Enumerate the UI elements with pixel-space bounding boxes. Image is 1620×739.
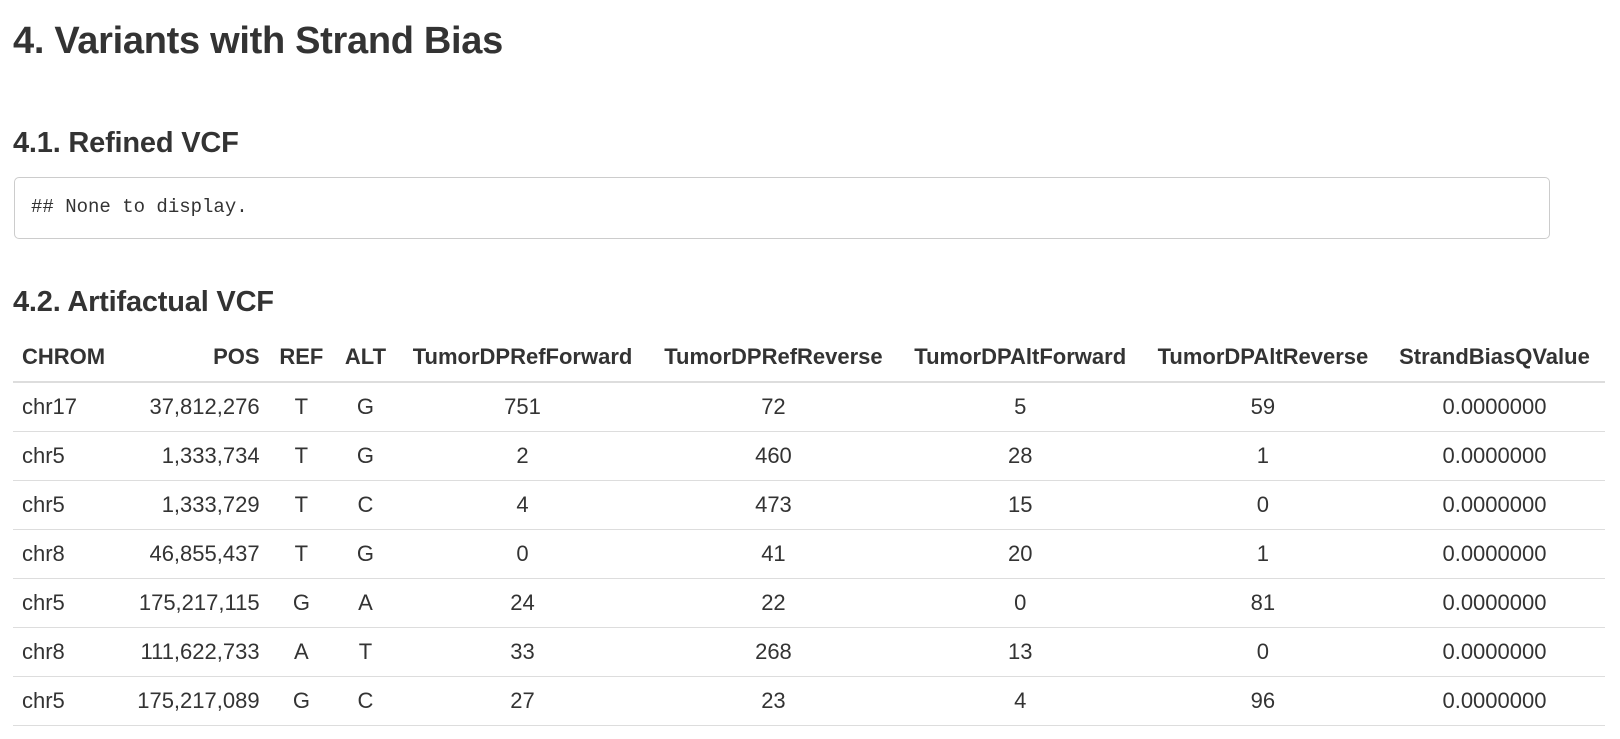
cell-alt-forward: 15: [898, 480, 1142, 530]
column-header-alt-reverse: TumorDPAltReverse: [1141, 333, 1384, 383]
table-row: chr17 37,812,276 T G 751 72 5 59 0.00000…: [13, 382, 1605, 432]
cell-alt-reverse: 1: [1141, 529, 1384, 579]
cell-ref: T: [268, 382, 335, 432]
cell-pos: 175,217,089: [120, 676, 269, 726]
cell-alt: G: [334, 382, 397, 432]
column-header-pos: POS: [120, 333, 269, 383]
column-header-ref-reverse: TumorDPRefReverse: [648, 333, 899, 383]
artifactual-vcf-heading: 4.2. Artifactual VCF: [13, 286, 274, 318]
cell-pos: 111,622,733: [120, 627, 269, 677]
cell-alt: G: [334, 431, 397, 481]
cell-alt-forward: 5: [898, 382, 1142, 432]
cell-alt-forward: 20: [898, 529, 1142, 579]
cell-strand-bias-qvalue: 0.0000000: [1383, 578, 1605, 628]
cell-ref-reverse: 460: [648, 431, 899, 481]
cell-alt-reverse: 0: [1141, 627, 1384, 677]
cell-alt: A: [334, 578, 397, 628]
cell-ref-forward: 33: [396, 627, 649, 677]
cell-ref-forward: 0: [396, 529, 649, 579]
cell-strand-bias-qvalue: 0.0000000: [1383, 627, 1605, 677]
cell-ref-reverse: 41: [648, 529, 899, 579]
cell-alt-reverse: 1: [1141, 431, 1384, 481]
cell-alt-reverse: 96: [1141, 676, 1384, 726]
column-header-alt-forward: TumorDPAltForward: [898, 333, 1142, 383]
cell-ref-reverse: 23: [648, 676, 899, 726]
artifactual-vcf-table: CHROM POS REF ALT TumorDPRefForward Tumo…: [13, 333, 1605, 726]
cell-ref: T: [268, 431, 335, 481]
cell-ref-reverse: 473: [648, 480, 899, 530]
cell-alt: C: [334, 480, 397, 530]
cell-alt: G: [334, 529, 397, 579]
cell-chrom: chr5: [13, 480, 121, 530]
cell-alt-forward: 28: [898, 431, 1142, 481]
table-row: chr5 1,333,734 T G 2 460 28 1 0.0000000: [13, 431, 1605, 481]
table-row: chr5 175,217,089 G C 27 23 4 96 0.000000…: [13, 676, 1605, 726]
cell-alt-reverse: 81: [1141, 578, 1384, 628]
cell-strand-bias-qvalue: 0.0000000: [1383, 431, 1605, 481]
table-row: chr5 175,217,115 G A 24 22 0 81 0.000000…: [13, 578, 1605, 628]
refined-vcf-heading: 4.1. Refined VCF: [13, 127, 239, 159]
cell-alt: C: [334, 676, 397, 726]
cell-alt-reverse: 0: [1141, 480, 1384, 530]
cell-chrom: chr17: [13, 382, 121, 432]
table-row: chr8 46,855,437 T G 0 41 20 1 0.0000000: [13, 529, 1605, 579]
cell-ref: T: [268, 480, 335, 530]
cell-chrom: chr5: [13, 431, 121, 481]
cell-pos: 175,217,115: [120, 578, 269, 628]
cell-ref-forward: 2: [396, 431, 649, 481]
cell-strand-bias-qvalue: 0.0000000: [1383, 480, 1605, 530]
cell-ref-reverse: 268: [648, 627, 899, 677]
column-header-ref: REF: [268, 333, 335, 383]
column-header-alt: ALT: [334, 333, 397, 383]
cell-ref-forward: 4: [396, 480, 649, 530]
cell-alt-forward: 13: [898, 627, 1142, 677]
table-header-row: CHROM POS REF ALT TumorDPRefForward Tumo…: [13, 333, 1605, 383]
cell-ref-reverse: 72: [648, 382, 899, 432]
cell-ref-forward: 24: [396, 578, 649, 628]
cell-ref: T: [268, 529, 335, 579]
cell-strand-bias-qvalue: 0.0000000: [1383, 382, 1605, 432]
cell-alt-forward: 4: [898, 676, 1142, 726]
table-row: chr8 111,622,733 A T 33 268 13 0 0.00000…: [13, 627, 1605, 677]
cell-ref-reverse: 22: [648, 578, 899, 628]
table-row: chr5 1,333,729 T C 4 473 15 0 0.0000000: [13, 480, 1605, 530]
cell-pos: 46,855,437: [120, 529, 269, 579]
cell-chrom: chr8: [13, 627, 121, 677]
cell-ref: A: [268, 627, 335, 677]
cell-ref-forward: 751: [396, 382, 649, 432]
cell-ref: G: [268, 676, 335, 726]
section-title: 4. Variants with Strand Bias: [13, 20, 503, 62]
column-header-chrom: CHROM: [13, 333, 121, 383]
cell-chrom: chr8: [13, 529, 121, 579]
cell-chrom: chr5: [13, 676, 121, 726]
cell-alt-forward: 0: [898, 578, 1142, 628]
cell-strand-bias-qvalue: 0.0000000: [1383, 676, 1605, 726]
cell-ref-forward: 27: [396, 676, 649, 726]
cell-pos: 37,812,276: [120, 382, 269, 432]
refined-vcf-output: ## None to display.: [14, 177, 1550, 239]
cell-alt-reverse: 59: [1141, 382, 1384, 432]
cell-pos: 1,333,734: [120, 431, 269, 481]
cell-chrom: chr5: [13, 578, 121, 628]
cell-alt: T: [334, 627, 397, 677]
cell-strand-bias-qvalue: 0.0000000: [1383, 529, 1605, 579]
cell-ref: G: [268, 578, 335, 628]
cell-pos: 1,333,729: [120, 480, 269, 530]
column-header-strand-bias-qvalue: StrandBiasQValue: [1383, 333, 1605, 383]
column-header-ref-forward: TumorDPRefForward: [396, 333, 649, 383]
